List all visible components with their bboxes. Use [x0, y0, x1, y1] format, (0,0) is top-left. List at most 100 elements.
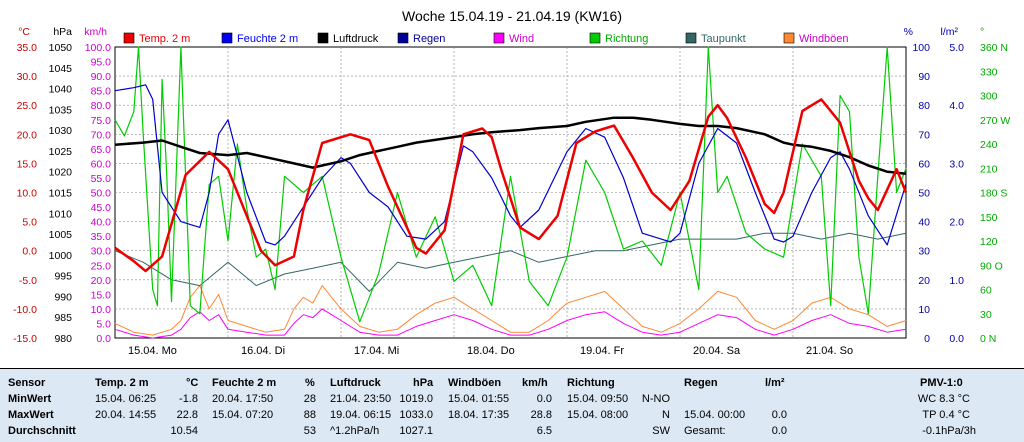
- stats-regen-max-value: 0.0: [771, 409, 787, 421]
- legend-item: Wind: [493, 32, 534, 45]
- stats-header-regen-unit: l/m²: [765, 377, 785, 389]
- x-tick-label: 20.04. Sa: [693, 345, 741, 357]
- wind-tick-label: 45.0: [91, 202, 112, 214]
- chart-plot-area: [114, 46, 908, 339]
- temp-tick-label: 15.0: [17, 158, 38, 170]
- rain-unit-label: l/m²: [941, 26, 959, 38]
- direction-tick-label: 150: [980, 212, 998, 224]
- pressure-tick-label: 1020: [49, 167, 73, 179]
- humidity-tick-label: 90: [918, 71, 930, 83]
- wind-tick-label: 60.0: [91, 158, 112, 170]
- stats-temp-max-value: 22.8: [176, 409, 198, 421]
- legend-swatch: [123, 32, 135, 44]
- wind-tick-label: 0.0: [96, 333, 111, 345]
- series-line-temp-2-m: [114, 98, 908, 273]
- stats-header-luftdruck: Luftdruck: [330, 377, 381, 389]
- wind-tick-label: 30.0: [91, 246, 112, 258]
- stats-richtung-max-time: 15.04. 08:00: [567, 409, 629, 421]
- direction-tick-label: 270 W: [980, 115, 1010, 127]
- legend-label: Wind: [509, 33, 534, 45]
- humidity-tick-label: 70: [918, 129, 930, 141]
- wind-tick-label: 55.0: [91, 173, 112, 185]
- x-tick-label: 19.04. Fr: [580, 345, 624, 357]
- temp-tick-label: 10.0: [17, 188, 38, 200]
- direction-tick-label: 60: [980, 285, 992, 297]
- wind-tick-label: 35.0: [91, 231, 112, 243]
- direction-tick-label: 120: [980, 236, 998, 248]
- wind-tick-label: 100.0: [85, 42, 111, 54]
- humidity-tick-label: 40: [918, 217, 930, 229]
- pressure-tick-label: 1015: [49, 188, 73, 200]
- stats-pmv-trend: -0.1hPa/3h: [922, 425, 976, 437]
- stats-header-luftdruck-unit: hPa: [413, 377, 434, 389]
- stats-windboeen-min-value: 0.0: [536, 393, 552, 405]
- stats-feuchte-avg-value: 53: [303, 425, 316, 437]
- legend-item: Luftdruck: [317, 32, 379, 45]
- series-line-richtung: [114, 46, 907, 323]
- legend-swatch: [589, 32, 601, 44]
- humidity-tick-label: 50: [918, 188, 930, 200]
- direction-tick-label: 30: [980, 309, 992, 321]
- legend-swatch: [493, 32, 505, 44]
- stats-feuchte-max-value: 88: [303, 409, 316, 421]
- pressure-tick-label: 1045: [49, 63, 73, 75]
- stats-richtung-min-time: 15.04. 09:50: [567, 393, 629, 405]
- humidity-tick-label: 60: [918, 158, 930, 170]
- wind-tick-label: 25.0: [91, 260, 112, 272]
- legend-item: Taupunkt: [685, 32, 746, 45]
- statistics-table: Sensor Temp. 2 m °C Feuchte 2 m % Luftdr…: [0, 368, 1024, 442]
- legend-label: Feuchte 2 m: [237, 33, 298, 45]
- stats-richtung-avg-value: SW: [652, 425, 670, 437]
- stats-luftdruck-min-value: 1019.0: [399, 393, 433, 405]
- direction-tick-label: 180 S: [980, 188, 1007, 200]
- rain-tick-label: 2.0: [949, 217, 964, 229]
- rain-tick-label: 1.0: [949, 275, 964, 287]
- stats-row-label-min: MinWert: [8, 393, 52, 405]
- temp-tick-label: 20.0: [17, 129, 38, 141]
- temp-tick-label: 25.0: [17, 100, 38, 112]
- wind-tick-label: 95.0: [91, 57, 112, 69]
- rain-tick-label: 5.0: [949, 42, 964, 54]
- direction-tick-label: 210: [980, 163, 998, 175]
- rain-tick-label: 3.0: [949, 158, 964, 170]
- stats-luftdruck-max-time: 19.04. 06:15: [330, 409, 392, 421]
- direction-unit-label: °: [980, 26, 984, 38]
- chart-legend: Temp. 2 m Feuchte 2 m Luftdruck Regen Wind Ri…: [123, 32, 849, 45]
- legend-label: Taupunkt: [701, 33, 746, 45]
- pressure-tick-label: 980: [54, 333, 72, 345]
- wind-tick-label: 5.0: [96, 318, 111, 330]
- stats-feuchte-min-value: 28: [303, 393, 316, 405]
- legend-item: Windböen: [783, 32, 849, 45]
- stats-regen-total-value: 0.0: [771, 425, 787, 437]
- direction-tick-label: 90 O: [980, 260, 1003, 272]
- stats-windboeen-avg-value: 6.5: [536, 425, 552, 437]
- x-tick-label: 17.04. Mi: [354, 345, 399, 357]
- stats-luftdruck-avg-value: 1027.1: [399, 425, 433, 437]
- legend-item: Feuchte 2 m: [221, 32, 298, 45]
- stats-luftdruck-trend: ^1.2hPa/h: [330, 425, 380, 437]
- stats-header-regen: Regen: [684, 377, 718, 389]
- legend-label: Richtung: [605, 33, 648, 45]
- temp-unit-label: °C: [18, 26, 30, 38]
- direction-tick-label: 0 N: [980, 333, 996, 345]
- series-line-luftdruck: [114, 116, 907, 176]
- temp-tick-label: 30.0: [17, 71, 38, 83]
- humidity-unit-label: %: [904, 26, 913, 38]
- pressure-tick-label: 1005: [49, 229, 73, 241]
- stats-header-windboeen: Windböen: [448, 377, 502, 389]
- pressure-tick-label: 1040: [49, 84, 73, 96]
- temp-tick-label: 35.0: [17, 42, 38, 54]
- pressure-tick-label: 995: [54, 271, 72, 283]
- pressure-unit-label: hPa: [53, 26, 72, 38]
- legend-item: Regen: [397, 32, 445, 45]
- x-tick-label: 15.04. Mo: [128, 345, 177, 357]
- temp-tick-label: -10.0: [13, 304, 37, 316]
- wind-tick-label: 40.0: [91, 217, 112, 229]
- stats-feuchte-max-time: 15.04. 07:20: [212, 409, 274, 421]
- humidity-tick-label: 0: [924, 333, 930, 345]
- direction-tick-label: 330: [980, 66, 998, 78]
- x-tick-label: 16.04. Di: [241, 345, 285, 357]
- weather-chart: Woche 15.04.19 - 21.04.19 (KW16) Temp. 2…: [13, 8, 1010, 357]
- chart-title: Woche 15.04.19 - 21.04.19 (KW16): [402, 8, 622, 24]
- stats-temp-avg-value: 10.54: [170, 425, 198, 437]
